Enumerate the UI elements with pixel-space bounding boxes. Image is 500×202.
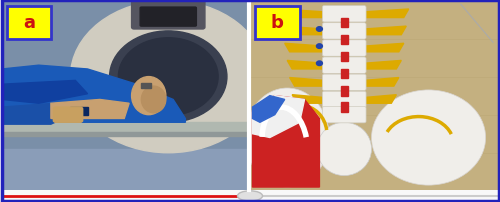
Polygon shape: [290, 78, 324, 87]
Polygon shape: [282, 27, 325, 36]
Bar: [340, 87, 348, 96]
Circle shape: [316, 62, 322, 66]
Polygon shape: [252, 96, 304, 138]
Polygon shape: [2, 104, 63, 125]
Polygon shape: [252, 96, 320, 187]
Circle shape: [118, 39, 218, 116]
Polygon shape: [364, 44, 404, 53]
FancyBboxPatch shape: [322, 75, 366, 91]
Circle shape: [110, 32, 227, 123]
Bar: [340, 53, 348, 62]
FancyBboxPatch shape: [322, 24, 366, 40]
Polygon shape: [287, 61, 325, 70]
FancyBboxPatch shape: [140, 8, 196, 27]
Ellipse shape: [132, 77, 166, 115]
Circle shape: [316, 45, 322, 49]
Polygon shape: [364, 78, 399, 87]
Bar: [142, 84, 151, 88]
Polygon shape: [292, 95, 324, 104]
Circle shape: [260, 70, 268, 76]
FancyBboxPatch shape: [255, 7, 300, 39]
Bar: [340, 70, 348, 79]
Polygon shape: [280, 10, 324, 18]
Bar: [340, 103, 348, 112]
FancyBboxPatch shape: [7, 7, 51, 39]
Bar: [2, 149, 246, 191]
Circle shape: [265, 84, 273, 90]
FancyBboxPatch shape: [322, 41, 366, 57]
Ellipse shape: [317, 123, 372, 176]
Ellipse shape: [372, 90, 486, 185]
FancyBboxPatch shape: [132, 1, 205, 30]
Polygon shape: [364, 27, 406, 36]
Bar: [2, 123, 246, 132]
Text: b: b: [271, 14, 283, 32]
Bar: [340, 18, 348, 28]
Circle shape: [316, 27, 322, 32]
Circle shape: [260, 48, 268, 54]
FancyBboxPatch shape: [322, 6, 366, 23]
Text: a: a: [23, 14, 35, 32]
Polygon shape: [2, 66, 186, 123]
FancyBboxPatch shape: [322, 92, 366, 108]
Polygon shape: [364, 95, 396, 104]
FancyBboxPatch shape: [322, 107, 366, 123]
Bar: [340, 36, 348, 45]
Polygon shape: [252, 96, 284, 123]
Bar: [2, 132, 246, 136]
Bar: [252, 11, 266, 143]
Ellipse shape: [142, 87, 166, 113]
Bar: [70, 107, 88, 115]
Ellipse shape: [245, 88, 330, 187]
Bar: [0, 190, 500, 202]
FancyBboxPatch shape: [54, 107, 82, 123]
Polygon shape: [51, 100, 129, 119]
Circle shape: [70, 1, 266, 153]
Circle shape: [238, 191, 262, 201]
Circle shape: [260, 59, 268, 65]
Polygon shape: [364, 61, 402, 70]
FancyBboxPatch shape: [322, 58, 366, 74]
Polygon shape: [284, 44, 325, 53]
Circle shape: [265, 95, 273, 101]
Polygon shape: [2, 81, 87, 104]
Polygon shape: [364, 10, 408, 18]
